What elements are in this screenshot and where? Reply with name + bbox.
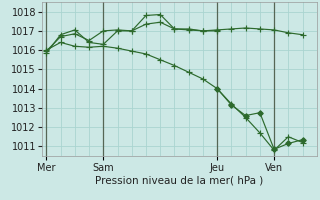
- X-axis label: Pression niveau de la mer( hPa ): Pression niveau de la mer( hPa ): [95, 176, 263, 186]
